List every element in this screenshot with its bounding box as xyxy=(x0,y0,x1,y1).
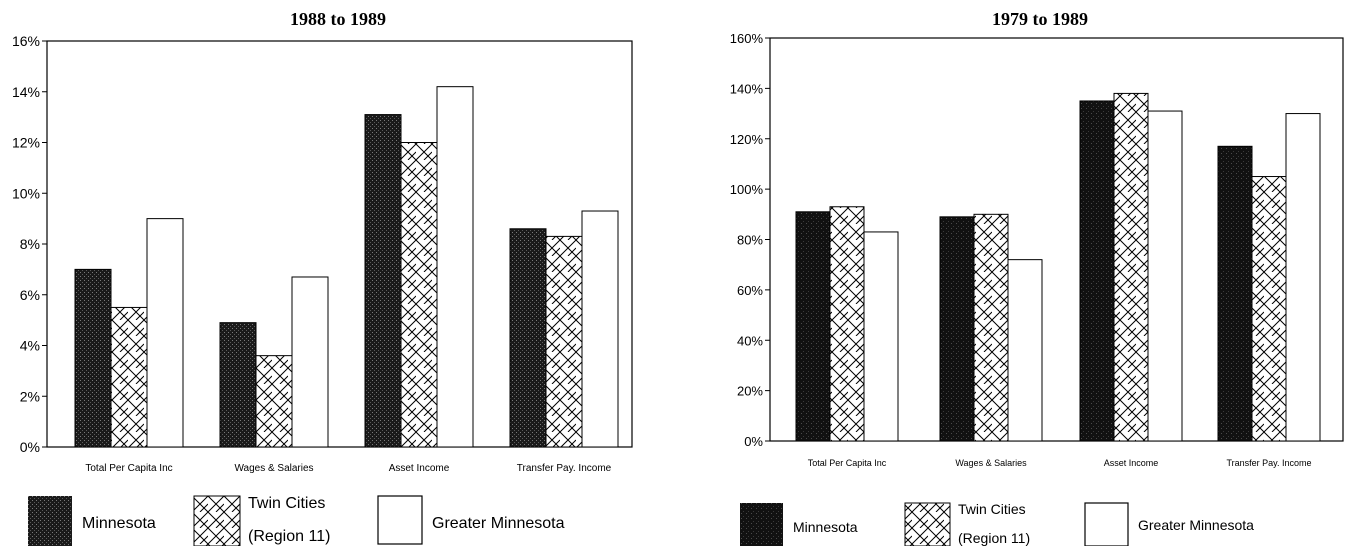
bar-twin-cities xyxy=(1251,176,1287,442)
legend-label-minnesota: Minnesota xyxy=(793,519,858,535)
bar-greater-minnesota xyxy=(291,276,329,448)
y-tick-label: 0% xyxy=(744,434,763,449)
bar-greater-minnesota xyxy=(146,218,184,448)
x-axis: Total Per Capita Inc Wages & Salaries Asse… xyxy=(85,463,611,474)
legend-swatch-twin-cities xyxy=(904,502,951,546)
y-tick-label: 4% xyxy=(20,338,40,354)
bar-twin-cities xyxy=(829,206,865,442)
legend-label-twin-cities: Twin Cities xyxy=(248,495,325,512)
chart-title: 1988 to 1989 xyxy=(290,9,386,29)
legend: Minnesota Twin Cities (Region 11) Greate… xyxy=(740,501,1254,546)
bar-minnesota xyxy=(74,268,112,448)
bar-minnesota xyxy=(1079,100,1115,442)
x-category-label: Total Per Capita Inc xyxy=(808,458,887,468)
bar-minnesota xyxy=(509,228,547,448)
legend: Minnesota Twin Cities (Region 11) Greate… xyxy=(28,495,565,546)
chart-panel-1988-1989: 1988 to 1989 0% 2% 4% 6% 8% 10% 12% 14% 16% Tota… xyxy=(12,9,633,546)
bar-minnesota xyxy=(1217,145,1253,442)
bar-twin-cities xyxy=(973,213,1009,442)
x-category-label: Wages & Salaries xyxy=(234,463,313,474)
legend-label-greater-minnesota: Greater Minnesota xyxy=(432,515,565,532)
bars xyxy=(795,92,1321,442)
x-category-label: Transfer Pay. Income xyxy=(517,463,612,474)
bar-twin-cities xyxy=(400,142,438,448)
y-axis: 0% 20% 40% 60% 80% 100% 120% 140% 160% xyxy=(730,31,770,449)
y-tick-label: 60% xyxy=(737,283,763,298)
y-tick-label: 80% xyxy=(737,233,763,248)
y-tick-label: 0% xyxy=(20,439,40,455)
y-tick-label: 2% xyxy=(20,388,40,404)
y-tick-label: 14% xyxy=(12,84,40,100)
y-tick-label: 12% xyxy=(12,135,40,151)
legend-label-twin-cities: Twin Cities xyxy=(958,501,1026,517)
legend-label-greater-minnesota: Greater Minnesota xyxy=(1138,517,1254,533)
legend-swatch-twin-cities xyxy=(193,495,241,546)
legend-swatch-greater-minnesota xyxy=(377,495,423,545)
x-category-label: Transfer Pay. Income xyxy=(1226,458,1311,468)
bar-greater-minnesota xyxy=(436,86,474,448)
legend-label-minnesota: Minnesota xyxy=(82,515,156,532)
bar-greater-minnesota xyxy=(1285,113,1321,442)
y-tick-label: 16% xyxy=(12,33,40,49)
bar-greater-minnesota xyxy=(1007,259,1043,442)
bar-minnesota xyxy=(795,211,831,442)
legend-label-region-11: (Region 11) xyxy=(248,528,330,545)
legend-label-region-11: (Region 11) xyxy=(958,530,1030,546)
y-tick-label: 140% xyxy=(730,81,764,96)
bar-twin-cities xyxy=(545,235,583,448)
bars xyxy=(74,86,619,448)
y-tick-label: 160% xyxy=(730,31,764,46)
y-tick-label: 20% xyxy=(737,384,763,399)
y-axis: 0% 2% 4% 6% 8% 10% 12% 14% 16% xyxy=(12,33,47,455)
y-tick-label: 10% xyxy=(12,185,40,201)
bar-greater-minnesota xyxy=(1147,110,1183,442)
bar-minnesota xyxy=(364,114,402,448)
bar-greater-minnesota xyxy=(581,210,619,448)
bar-twin-cities xyxy=(110,306,148,448)
x-category-label: Wages & Salaries xyxy=(955,458,1027,468)
y-tick-label: 100% xyxy=(730,182,764,197)
bar-minnesota xyxy=(939,216,975,442)
legend-swatch-minnesota xyxy=(28,496,72,546)
y-tick-label: 40% xyxy=(737,333,763,348)
bar-twin-cities xyxy=(255,355,293,448)
y-tick-label: 6% xyxy=(20,287,40,303)
bar-twin-cities xyxy=(1113,92,1149,442)
y-tick-label: 8% xyxy=(20,236,40,252)
legend-swatch-minnesota xyxy=(740,503,783,546)
bar-minnesota xyxy=(219,322,257,448)
legend-swatch-greater-minnesota xyxy=(1084,502,1129,546)
x-category-label: Asset Income xyxy=(1104,458,1159,468)
chart-title: 1979 to 1989 xyxy=(992,9,1088,29)
x-category-label: Total Per Capita Inc xyxy=(85,463,172,474)
bar-greater-minnesota xyxy=(863,231,899,442)
y-tick-label: 120% xyxy=(730,132,764,147)
x-category-label: Asset Income xyxy=(389,463,450,474)
x-axis: Total Per Capita Inc Wages & Salaries Asse… xyxy=(808,458,1312,468)
chart-panel-1979-1989: 1979 to 1989 0% 20% 40% 60% 80% 100% 120% 140% 1… xyxy=(730,9,1344,546)
